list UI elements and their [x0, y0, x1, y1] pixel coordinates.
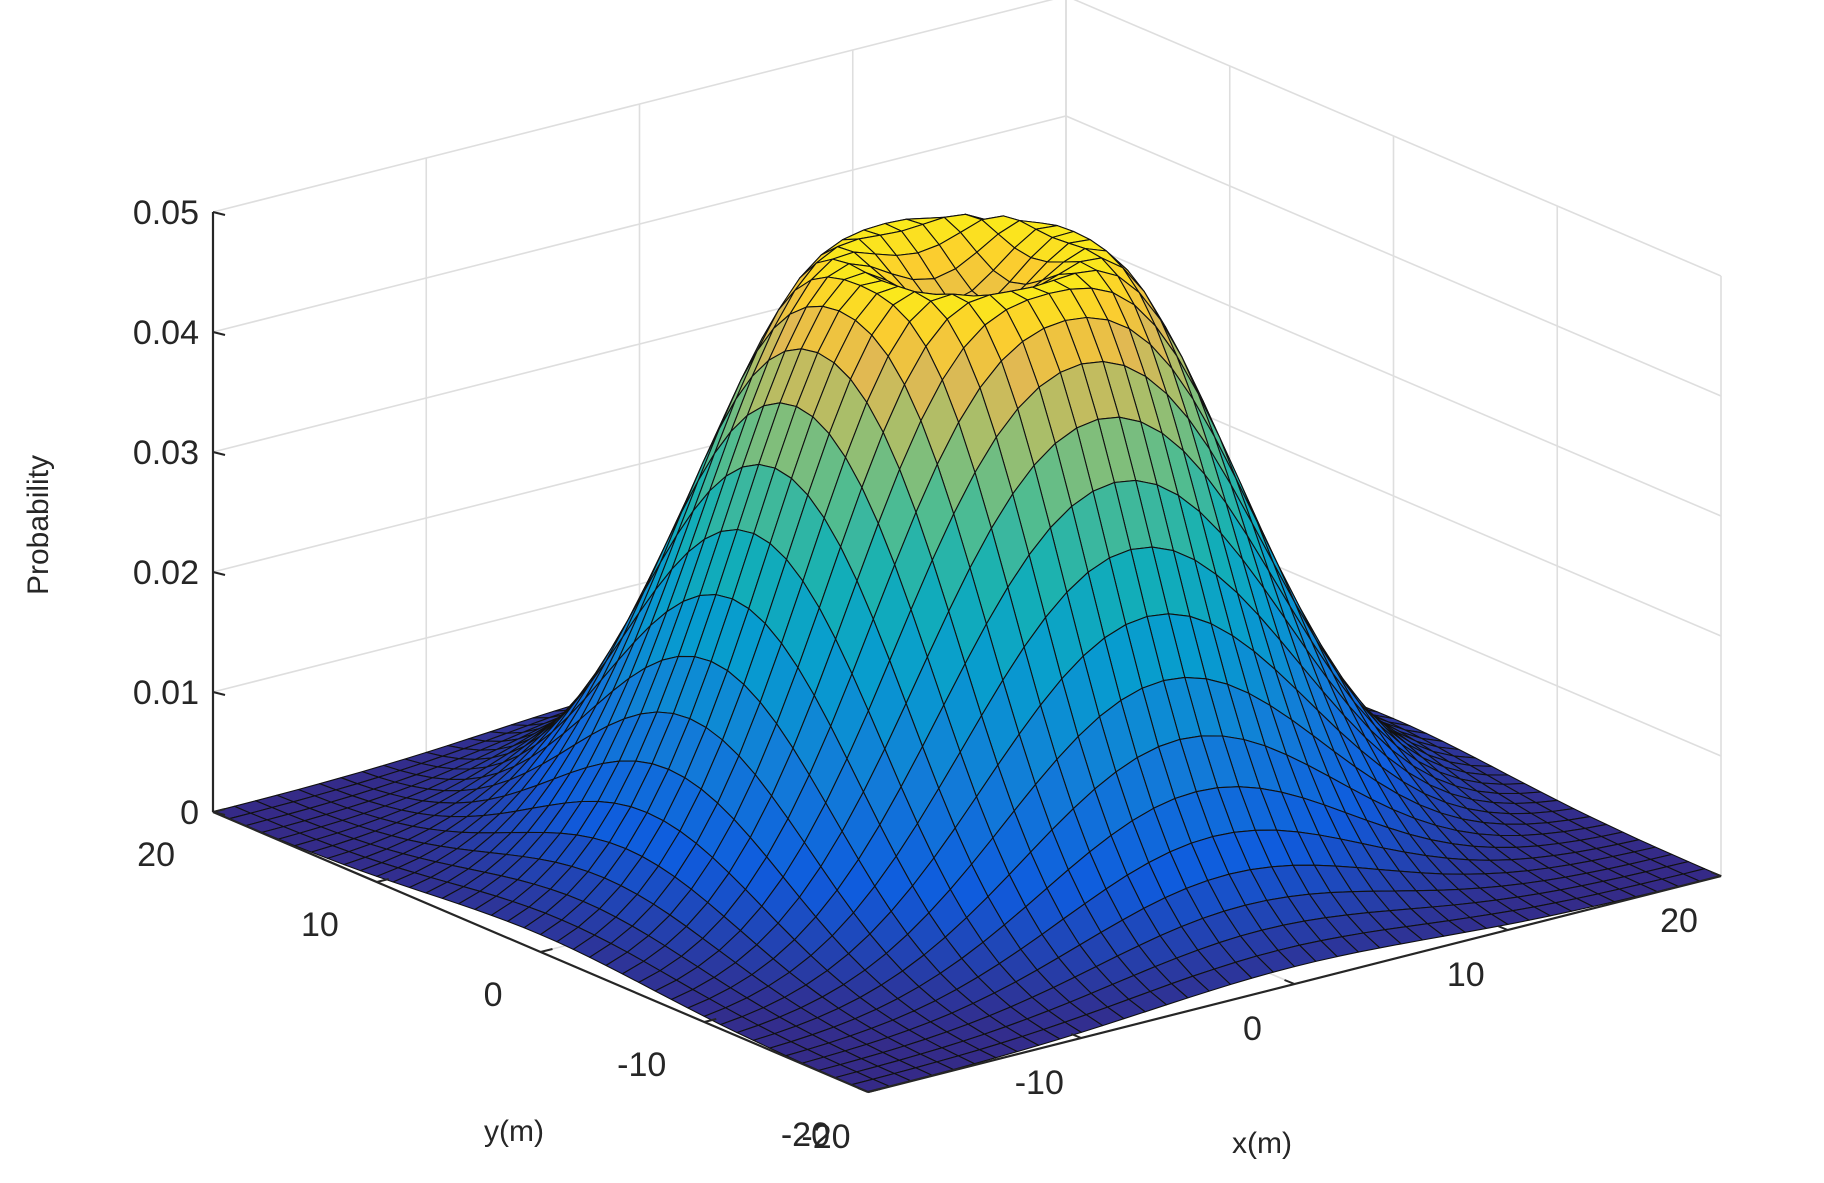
- z-axis-label: Probability: [22, 455, 55, 595]
- y-tick-label: 0: [484, 976, 503, 1014]
- x-tick-label: 0: [1243, 1010, 1262, 1048]
- z-tick-label: 0.04: [133, 314, 199, 352]
- y-tick-mark: [540, 948, 553, 953]
- surface-mesh: [212, 213, 1722, 1093]
- y-axis-label: y(m): [484, 1115, 544, 1148]
- x-tick-mark: [1070, 1033, 1082, 1039]
- z-tick-mark: [212, 811, 226, 816]
- z-tick-label: 0: [180, 794, 199, 832]
- x-tick-label: -10: [1015, 1064, 1064, 1102]
- y-tick-label: -10: [617, 1046, 666, 1084]
- y-tick-mark: [376, 878, 389, 883]
- y-tick-mark: [867, 1088, 881, 1093]
- z-tick-mark: [212, 211, 226, 216]
- y-tick-label: 20: [137, 836, 175, 874]
- z-tick-mark: [212, 571, 226, 576]
- z-tick-label: 0.02: [133, 554, 199, 592]
- y-tick-mark: [704, 1018, 717, 1023]
- x-tick-mark: [857, 1087, 869, 1093]
- x-axis-label: x(m): [1232, 1127, 1292, 1160]
- z-tick-label: 0.05: [133, 194, 199, 232]
- z-gridline: [212, 0, 1722, 277]
- y-tick-label: 10: [301, 906, 339, 944]
- x-tick-mark: [1497, 925, 1509, 931]
- x-tick-mark: [1710, 871, 1722, 877]
- z-tick-mark: [212, 331, 226, 336]
- y-tick-label: -20: [781, 1116, 830, 1154]
- tick-labels: -20-1001020-20-100102000.010.020.030.040…: [133, 194, 1722, 1156]
- x-tick-mark: [1284, 979, 1295, 985]
- x-tick-label: 10: [1447, 956, 1485, 994]
- z-tick-mark: [212, 451, 226, 456]
- x-tick-label: -20: [801, 1118, 850, 1156]
- x-tick-label: 20: [1660, 902, 1698, 940]
- z-tick-mark: [212, 691, 226, 696]
- z-tick-label: 0.03: [133, 434, 199, 472]
- z-tick-label: 0.01: [133, 674, 199, 712]
